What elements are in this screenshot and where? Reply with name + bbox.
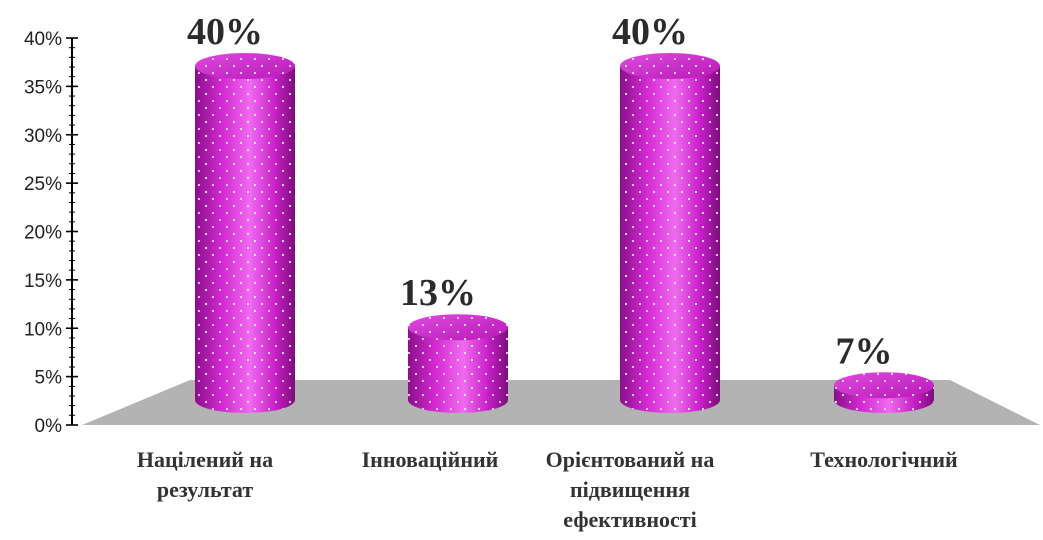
y-tick-label: 25% [24, 174, 62, 195]
data-label: 40% [187, 11, 263, 53]
bar-top-pattern [834, 372, 934, 399]
bar-pattern [408, 327, 508, 413]
category-label-line: підвищення [570, 477, 690, 502]
y-tick-label: 20% [24, 223, 62, 244]
bar-top-pattern [408, 314, 508, 341]
y-tick-label: 15% [24, 271, 62, 292]
y-tick-label: 0% [35, 416, 63, 437]
category-label: Інноваційний [362, 447, 499, 472]
category-label-line: Інноваційний [362, 447, 499, 472]
y-tick-label: 35% [24, 77, 62, 98]
data-label: 40% [612, 11, 688, 53]
bar [195, 53, 295, 413]
y-tick-label: 10% [24, 319, 62, 340]
y-tick-label: 5% [35, 368, 63, 389]
category-label-line: результат [157, 477, 253, 502]
category-label-line: Націлений на [137, 447, 273, 472]
category-label-line: Орієнтований на [546, 447, 715, 472]
category-label-line: Технологічний [810, 447, 958, 472]
bar [834, 372, 934, 413]
category-label-line: ефективності [563, 507, 696, 532]
bar [408, 314, 508, 413]
y-tick-label: 40% [24, 29, 62, 50]
category-label: Технологічний [810, 447, 958, 472]
bar [620, 53, 720, 413]
category-label: Орієнтований на підвищення ефективності [546, 447, 715, 532]
chart-floor [82, 380, 1040, 425]
category-label: Націлений на результат [137, 447, 273, 502]
bar-pattern [620, 66, 720, 413]
bar-top-pattern [195, 53, 295, 79]
data-label: 13% [400, 272, 476, 314]
bar-pattern [195, 66, 295, 413]
y-tick-label: 30% [24, 126, 62, 147]
data-label: 7% [836, 330, 893, 372]
bar-top-pattern [620, 53, 720, 79]
